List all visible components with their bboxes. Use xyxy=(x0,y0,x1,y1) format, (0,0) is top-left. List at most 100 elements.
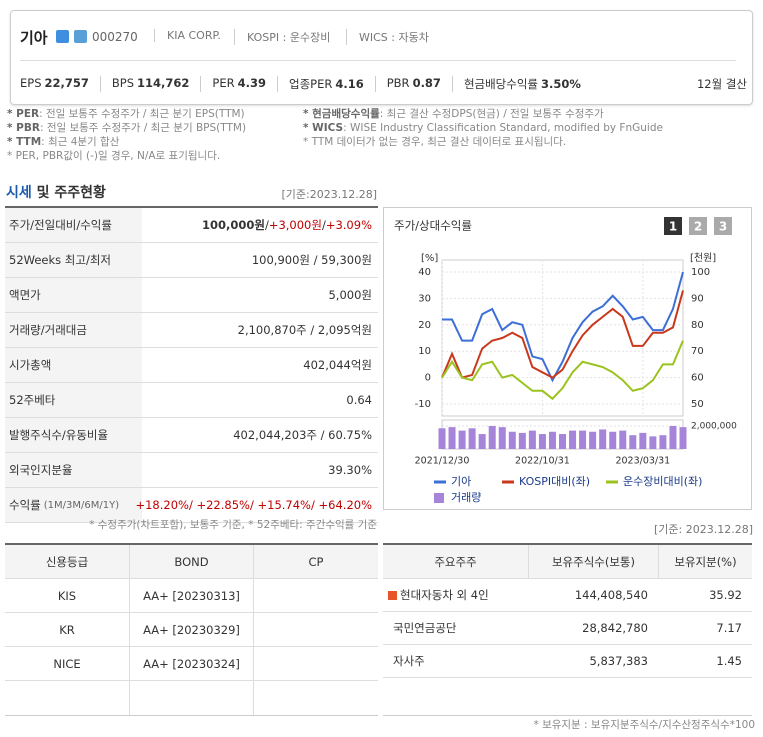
value-part: +3.09% xyxy=(325,218,372,232)
y2-tick-label: 50 xyxy=(691,399,704,410)
cell xyxy=(383,678,528,711)
row-value: 39.30% xyxy=(142,453,378,488)
volume-bar xyxy=(639,432,647,449)
cell: 5,837,383 xyxy=(528,645,658,678)
label: 발행주식수/유동비율 xyxy=(9,428,109,442)
row-value: 0.64 xyxy=(142,383,378,418)
y2-tick-label: 60 xyxy=(691,373,704,384)
cell: KIS xyxy=(5,579,129,613)
cell: 35.92 xyxy=(658,579,752,612)
cell: 자사주 xyxy=(383,645,528,678)
title-part: 및 주주현황 xyxy=(31,185,106,201)
value-part: 39.30% xyxy=(328,463,372,477)
cell: AA+ [20230324] xyxy=(129,647,253,681)
legend-label: 운수장비대비(좌) xyxy=(623,475,702,488)
metric: BPS 114,762 xyxy=(99,76,201,92)
company-name: 기아 xyxy=(20,29,48,47)
row-label: 발행주식수/유동비율 xyxy=(5,418,142,453)
header-cell: 보유주식수(보통) xyxy=(528,545,658,579)
tab-label: 2 xyxy=(694,220,702,234)
cell xyxy=(253,613,378,647)
note-term: * WICS xyxy=(303,122,344,134)
label: 거래량/거래대금 xyxy=(9,323,87,337)
header-cell: CP xyxy=(253,545,378,579)
metric-label: PER xyxy=(212,76,235,90)
note-text: : 최근 결산 수정DPS(현금) / 전일 보통주 수정주가 xyxy=(379,108,604,120)
volume-bar xyxy=(468,428,476,449)
y-tick-label: -10 xyxy=(415,399,431,410)
label: 수익률 xyxy=(9,498,41,512)
tab[interactable] xyxy=(664,217,682,235)
x-tick-label: 2022/10/31 xyxy=(515,456,570,467)
volume-bar xyxy=(458,430,466,449)
cell: KR xyxy=(5,613,129,647)
y-tick-label: 0 xyxy=(425,373,431,384)
metric: PER 4.39 xyxy=(200,76,277,92)
header-cell: 주요주주 xyxy=(383,545,528,579)
row-label: 시가총액 xyxy=(5,348,142,383)
value-part: 402,044,203주 / 60.75% xyxy=(233,428,372,442)
metric-value: 4.16 xyxy=(335,77,364,91)
row-value: 2,100,870주 / 2,095억원 xyxy=(142,313,378,348)
row-value: +18.20%/ +22.85%/ +15.74%/ +64.20% xyxy=(135,488,378,523)
note-term: * TTM xyxy=(7,136,42,148)
cell xyxy=(253,681,378,715)
note-text: : 최근 4분기 합산 xyxy=(41,136,120,148)
cell xyxy=(253,647,378,681)
volume-bar xyxy=(548,431,556,449)
volume-bar xyxy=(508,431,516,449)
tab[interactable] xyxy=(714,217,732,235)
note-line: * PER, PBR값이 (-)일 경우, N/A로 표기됩니다. xyxy=(7,149,246,163)
title-part: 시세 xyxy=(6,185,32,201)
legend-label: 거래량 xyxy=(451,491,481,504)
icon[interactable] xyxy=(56,30,69,43)
header-cell: 보유지분(%) xyxy=(658,545,752,579)
chart-panel: 주가/상대수익률 1 2 3 [%] [천원] 40 30 20 10 0 -10 100 90 80 70 6… xyxy=(383,207,752,510)
volume-bar xyxy=(518,432,526,449)
metrics: EPS 22,757 BPS 114,762 PER 4.39 업종PER 4.16 PBR 0.… xyxy=(20,76,592,92)
volume-bar xyxy=(448,427,456,449)
volume-bar xyxy=(669,426,677,449)
volume-bar xyxy=(488,426,496,449)
notes: * 현금배당수익률: 최근 결산 수정DPS(현금) / 전일 보통주 수정주가… xyxy=(303,107,663,149)
label: 시가총액 xyxy=(9,358,52,372)
x-tick-label: 2021/12/30 xyxy=(415,456,470,467)
series-line xyxy=(442,271,684,383)
section-title: 시세 및 주주현황 xyxy=(6,182,106,202)
series-line xyxy=(441,290,684,379)
volume-bar xyxy=(599,429,607,449)
metric-value: 22,757 xyxy=(44,76,89,90)
holders-table: 주요주주 보유주식수(보통) 보유지분(%) 현대자동차 외 4인 144,408,54… xyxy=(383,543,752,716)
x-tick-label: 2023/03/31 xyxy=(615,456,670,467)
value-part: 0.64 xyxy=(346,393,372,407)
icon[interactable] xyxy=(74,30,87,43)
tab[interactable] xyxy=(689,217,707,235)
cell xyxy=(658,678,752,711)
row-label: 주가/전일대비/수익률 xyxy=(5,208,142,243)
value-part: / xyxy=(264,218,269,232)
y2-axis-label: [천원] xyxy=(690,252,716,264)
y-tick-label: 20 xyxy=(418,320,431,331)
note: * 수정주가(차트포함), 보통주 기준, * 52주베타: 주간수익률 기준 xyxy=(89,519,377,531)
note-term: * PER xyxy=(7,108,40,120)
cell: 28,842,780 xyxy=(528,612,658,645)
volume-bar xyxy=(538,434,546,449)
y-tick-label: 10 xyxy=(418,346,431,357)
row-label: 52Weeks 최고/최저 xyxy=(5,243,142,278)
metric-value: 0.87 xyxy=(412,76,441,90)
note: * 보유지분 : 보유지분주식수/지수산정주식수*100 xyxy=(533,719,755,731)
volume-bar xyxy=(478,434,486,449)
tab-label: 1 xyxy=(669,220,677,234)
ratings-table: 신용등급 BOND CP KIS AA+ [20230313] KR AA+ [202303… xyxy=(5,543,378,716)
y-tick-label: 30 xyxy=(418,293,431,304)
volume-bar xyxy=(649,436,657,449)
volume-bar xyxy=(659,435,667,449)
eng-name: KIA CORP. xyxy=(154,29,221,42)
label: 액면가 xyxy=(9,288,41,302)
value-part: +18.20%/ +22.85%/ +15.74%/ +64.20% xyxy=(135,498,372,512)
metric: PBR 0.87 xyxy=(374,76,452,92)
company-code: 000270 xyxy=(92,30,138,44)
icon[interactable] xyxy=(388,590,397,600)
note-line: * 현금배당수익률: 최근 결산 수정DPS(현금) / 전일 보통주 수정주가 xyxy=(303,107,663,121)
y2-tick-label: 80 xyxy=(691,320,704,331)
